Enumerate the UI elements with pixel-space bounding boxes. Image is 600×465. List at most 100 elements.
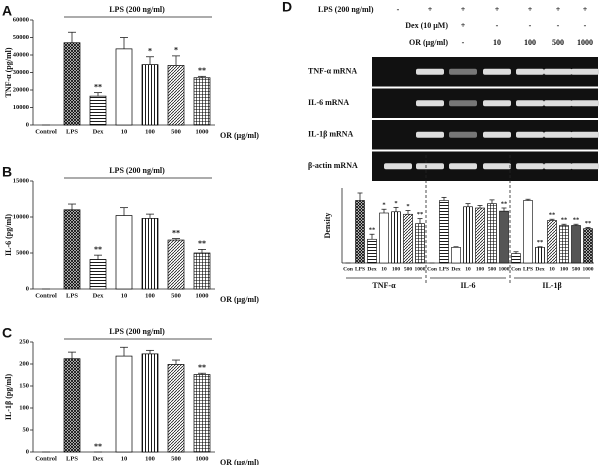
gene-label: IL-6 mRNA <box>308 98 349 107</box>
gel-band <box>544 100 572 107</box>
y-tick-label: 10000 <box>13 104 29 111</box>
gene-label: TNF-α mRNA <box>308 67 357 76</box>
axis-title: IL-6 (pg/ml) <box>4 214 13 256</box>
x-tick-label: 100 <box>476 266 485 272</box>
x-tick-label: 100 <box>145 455 155 462</box>
y-tick-label: 60000 <box>13 16 29 23</box>
axis-title: Density <box>323 213 332 239</box>
bar <box>63 358 81 453</box>
y-tick-label: 20000 <box>13 86 29 93</box>
significance: ** <box>198 66 206 75</box>
significance: ** <box>501 200 508 207</box>
x-axis-title: OR (μg/ml) <box>220 131 259 140</box>
x-tick-label: 10 <box>549 266 555 272</box>
bar <box>193 252 211 290</box>
bar <box>535 247 545 264</box>
x-tick-label: 1000 <box>196 292 209 299</box>
bracket-label: LPS (200 ng/ml) <box>109 5 165 14</box>
y-tick-label: 10000 <box>13 213 29 220</box>
group-label: IL-6 <box>460 281 475 290</box>
significance: ** <box>561 217 568 224</box>
bar <box>463 206 473 264</box>
bar <box>559 225 569 264</box>
lane-sign: 10 <box>493 38 501 47</box>
significance: * <box>174 46 178 55</box>
x-tick-label: 500 <box>171 455 181 462</box>
lane-sign: + <box>556 5 561 14</box>
condition-label: LPS (200 ng/ml) <box>318 5 374 14</box>
significance: ** <box>198 363 206 372</box>
lane-sign: - <box>496 21 499 30</box>
x-tick-label: Dex <box>93 292 105 299</box>
x-tick-label: 1000 <box>499 266 510 272</box>
bar <box>403 213 413 264</box>
gel-band <box>449 68 477 75</box>
x-tick-label: 500 <box>404 266 413 272</box>
x-tick-label: 500 <box>171 292 181 299</box>
bar <box>141 218 159 290</box>
gel-band <box>449 163 477 170</box>
y-tick-label: 0 <box>26 448 29 455</box>
bar <box>167 65 185 126</box>
x-tick-label: 10 <box>121 292 128 299</box>
x-tick-label: Dex <box>367 266 376 272</box>
gel-band <box>384 163 412 170</box>
significance: ** <box>417 211 424 218</box>
significance: ** <box>94 442 102 451</box>
panel-label: B <box>2 164 12 180</box>
significance: * <box>406 203 409 210</box>
x-tick-label: LPS <box>439 266 449 272</box>
bar <box>115 355 133 453</box>
bar <box>193 77 211 126</box>
bracket-label: LPS (200 ng/ml) <box>109 166 165 175</box>
bar <box>167 364 185 453</box>
gel-band <box>483 100 511 107</box>
lane-sign: - <box>397 5 400 14</box>
gel-band <box>483 131 511 138</box>
x-tick-label: 10 <box>121 128 128 135</box>
x-tick-label: Con <box>343 266 353 272</box>
gel-band <box>544 68 572 75</box>
bar <box>141 64 159 126</box>
gel-band <box>483 68 511 75</box>
y-tick-label: 100 <box>19 404 29 411</box>
gene-label: β-actin mRNA <box>308 161 358 170</box>
x-tick-label: 100 <box>560 266 569 272</box>
significance: ** <box>198 239 206 248</box>
gel-band <box>571 163 599 170</box>
x-tick-label: 10 <box>381 266 387 272</box>
x-tick-label: Control <box>35 128 57 135</box>
x-tick-label: 500 <box>572 266 581 272</box>
bar <box>379 212 389 264</box>
bar <box>391 211 401 264</box>
bar <box>583 228 593 264</box>
lane-sign: + <box>428 5 433 14</box>
y-tick-label: 0 <box>26 285 29 292</box>
y-tick-label: 250 <box>19 338 29 345</box>
bar <box>475 207 485 264</box>
group-label: IL-1β <box>542 281 561 290</box>
significance: * <box>394 200 397 207</box>
lane-sign: + <box>461 21 466 30</box>
gene-label: IL-1β mRNA <box>308 130 354 139</box>
significance: ** <box>573 217 580 224</box>
x-tick-label: 1000 <box>415 266 426 272</box>
bar <box>451 247 461 264</box>
significance: ** <box>549 212 556 219</box>
gel-band <box>571 100 599 107</box>
gel-band <box>571 68 599 75</box>
bar <box>499 210 509 264</box>
gel-band <box>449 100 477 107</box>
panel-label: C <box>2 325 12 341</box>
lane-sign: - <box>462 38 465 47</box>
bar <box>89 259 107 290</box>
x-tick-label: 1000 <box>583 266 594 272</box>
panel-label: D <box>282 0 292 15</box>
gel-band <box>516 163 544 170</box>
gel-band <box>483 163 511 170</box>
significance: ** <box>585 220 592 227</box>
lane-sign: 1000 <box>577 38 593 47</box>
lane-sign: - <box>557 21 560 30</box>
gel-band <box>516 131 544 138</box>
